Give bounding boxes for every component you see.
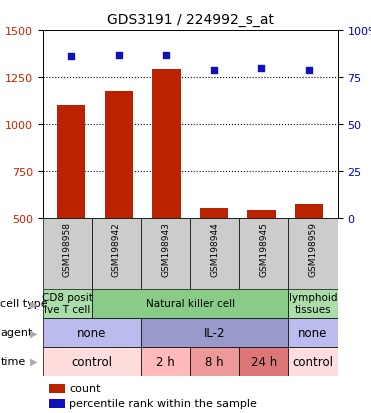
Bar bbox=[92, 219, 141, 289]
Bar bbox=[141, 347, 190, 376]
Text: control: control bbox=[71, 355, 112, 368]
Text: count: count bbox=[69, 383, 101, 393]
Bar bbox=[141, 318, 289, 347]
Bar bbox=[141, 219, 190, 289]
Text: lymphoid
tissues: lymphoid tissues bbox=[289, 293, 337, 314]
Bar bbox=[43, 289, 92, 318]
Bar bbox=[289, 318, 338, 347]
Text: GSM198945: GSM198945 bbox=[259, 222, 268, 276]
Bar bbox=[43, 318, 141, 347]
Text: ▶: ▶ bbox=[30, 299, 37, 309]
Bar bbox=[190, 219, 239, 289]
Text: ▶: ▶ bbox=[30, 328, 37, 337]
Text: GSM198958: GSM198958 bbox=[63, 222, 72, 277]
Text: percentile rank within the sample: percentile rank within the sample bbox=[69, 398, 257, 408]
Bar bbox=[152, 69, 181, 219]
Point bbox=[163, 52, 169, 59]
Text: 24 h: 24 h bbox=[251, 355, 277, 368]
Bar bbox=[289, 219, 338, 289]
Text: cell type: cell type bbox=[0, 299, 48, 309]
Text: GSM198943: GSM198943 bbox=[161, 222, 170, 276]
Text: agent: agent bbox=[0, 328, 33, 337]
Point bbox=[259, 65, 265, 72]
Bar bbox=[239, 219, 289, 289]
Bar bbox=[43, 347, 141, 376]
Bar bbox=[190, 347, 239, 376]
Title: GDS3191 / 224992_s_at: GDS3191 / 224992_s_at bbox=[106, 13, 274, 27]
Text: 2 h: 2 h bbox=[156, 355, 175, 368]
Point bbox=[306, 67, 312, 74]
Bar bbox=[92, 289, 289, 318]
Text: none: none bbox=[77, 326, 106, 339]
Text: GSM198944: GSM198944 bbox=[210, 222, 219, 276]
Bar bbox=[105, 92, 133, 219]
Bar bbox=[43, 219, 92, 289]
Bar bbox=[289, 347, 338, 376]
Point bbox=[211, 67, 217, 74]
Text: IL-2: IL-2 bbox=[204, 326, 226, 339]
Text: GSM198959: GSM198959 bbox=[309, 222, 318, 277]
Text: 8 h: 8 h bbox=[206, 355, 224, 368]
Text: ▶: ▶ bbox=[30, 356, 37, 366]
Bar bbox=[57, 106, 85, 219]
Bar bbox=[200, 209, 228, 219]
Text: time: time bbox=[0, 356, 26, 366]
Text: control: control bbox=[292, 355, 334, 368]
Point bbox=[116, 52, 122, 59]
Bar bbox=[49, 384, 65, 393]
Bar bbox=[239, 347, 289, 376]
Text: GSM198942: GSM198942 bbox=[112, 222, 121, 276]
Text: CD8 posit
ive T cell: CD8 posit ive T cell bbox=[42, 293, 93, 314]
Bar bbox=[247, 211, 276, 219]
Bar bbox=[295, 205, 324, 219]
Point bbox=[68, 54, 74, 61]
Bar bbox=[49, 399, 65, 408]
Text: Natural killer cell: Natural killer cell bbox=[145, 299, 235, 309]
Bar bbox=[289, 289, 338, 318]
Text: none: none bbox=[298, 326, 328, 339]
